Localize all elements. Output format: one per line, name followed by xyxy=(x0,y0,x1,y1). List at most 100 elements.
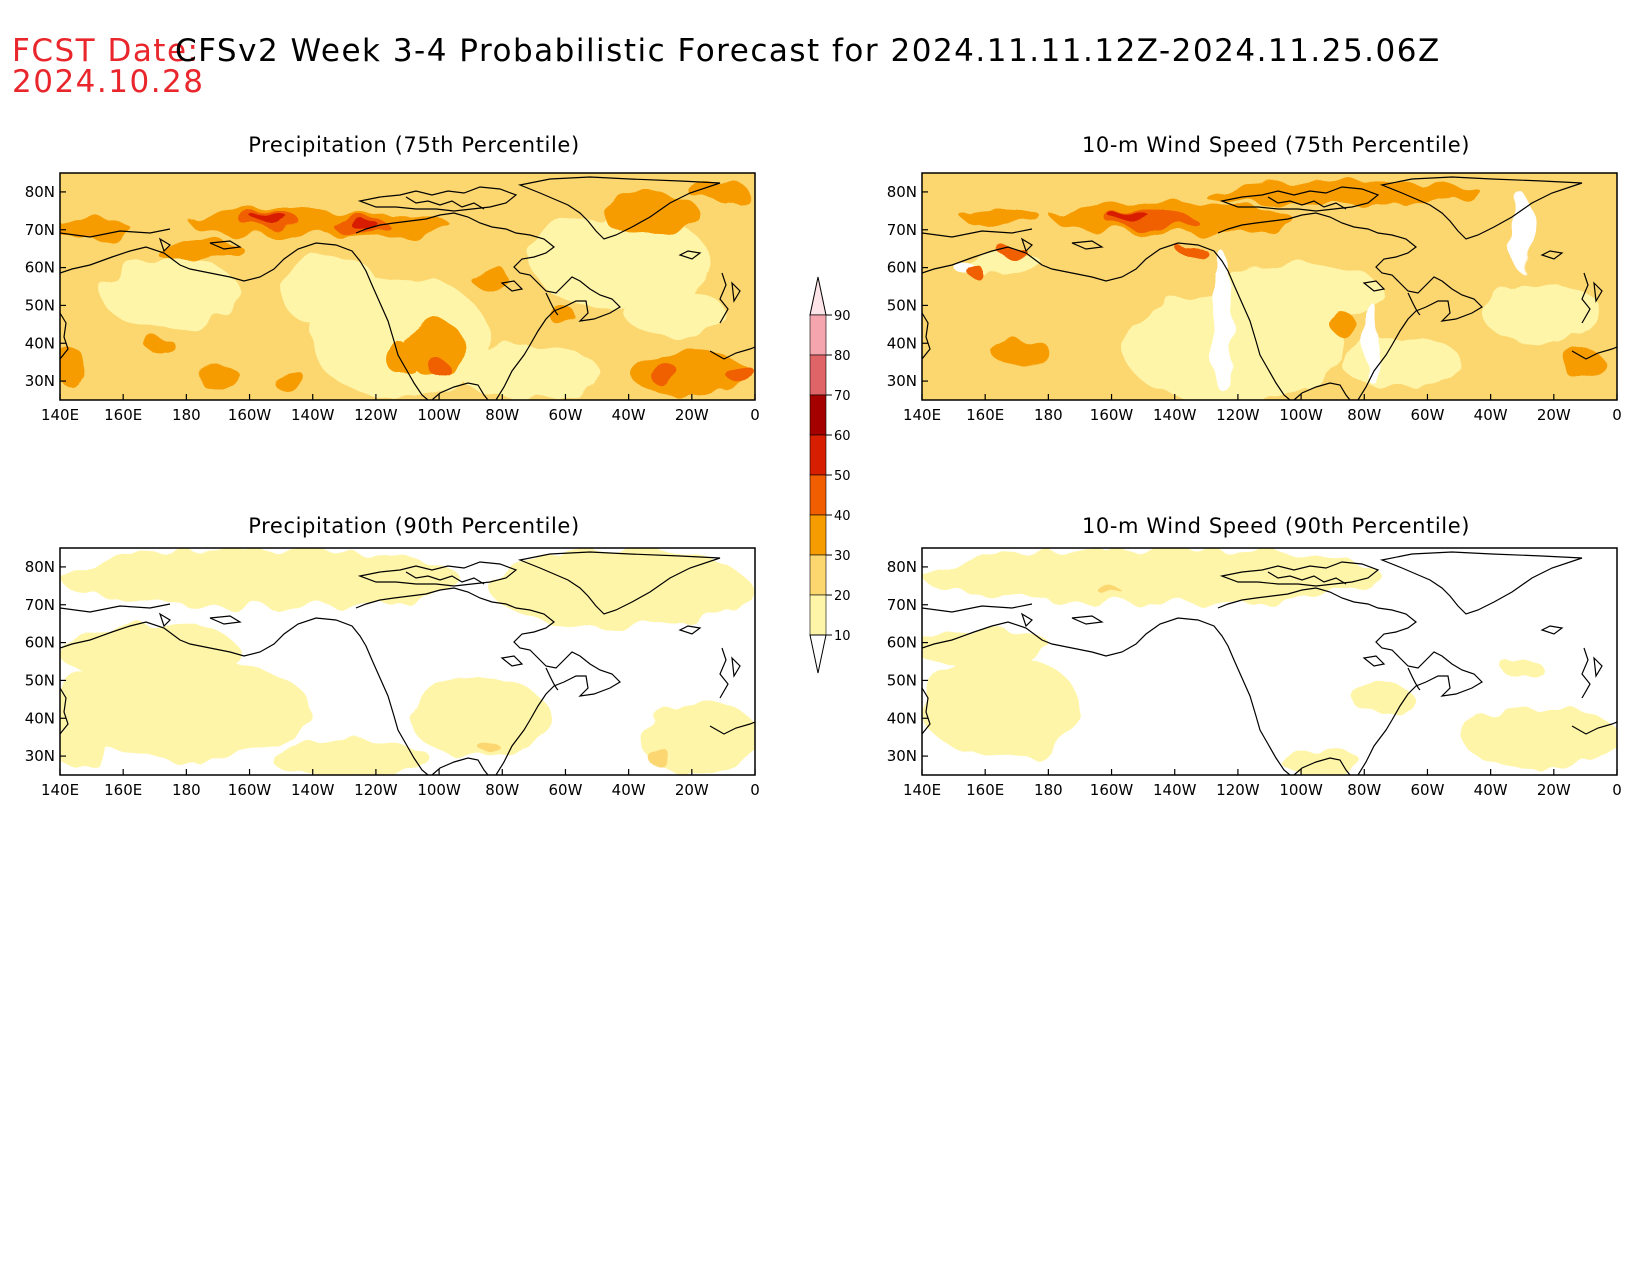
lon-tick-label: 140W xyxy=(291,406,335,424)
map-frame xyxy=(921,172,1618,401)
lon-tick-label: 20W xyxy=(1537,781,1571,799)
lon-tick-label: 100W xyxy=(417,781,461,799)
lat-tick-label: 40N xyxy=(25,334,55,352)
latitude-axis: 80N 70N 60N 50N 40N 30N xyxy=(887,183,928,390)
panel-wind-90: 10-m Wind Speed (90th Percentile) 80N 70N… xyxy=(887,514,1622,799)
colorbar-swatch xyxy=(809,594,827,636)
map-frame xyxy=(921,547,1618,776)
lon-tick-label: 120W xyxy=(1216,406,1260,424)
lat-tick-label: 50N xyxy=(887,671,917,689)
panel-precip-75: Precipitation (75th Percentile) 80N 70N 60… xyxy=(25,133,760,424)
lon-tick-label: 180 xyxy=(172,781,201,799)
lat-tick-label: 60N xyxy=(25,259,55,277)
lon-tick-label: 80W xyxy=(1347,781,1381,799)
lon-tick-label: 80W xyxy=(1347,406,1381,424)
lon-tick-label: 160W xyxy=(228,406,272,424)
panel-title: 10-m Wind Speed (90th Percentile) xyxy=(1082,514,1470,538)
colorbar-swatch xyxy=(809,474,827,516)
latitude-axis: 80N 70N 60N 50N 40N 30N xyxy=(25,558,66,765)
map-shading xyxy=(922,173,1617,400)
panel-wind-75: 10-m Wind Speed (75th Percentile) 80N 70N… xyxy=(887,133,1622,424)
lat-tick-label: 30N xyxy=(887,747,917,765)
lat-tick-label: 40N xyxy=(887,709,917,727)
lon-tick-label: 60W xyxy=(1410,406,1444,424)
lat-tick-label: 70N xyxy=(887,596,917,614)
panel-title: Precipitation (75th Percentile) xyxy=(248,133,579,157)
lon-tick-label: 20W xyxy=(1537,406,1571,424)
lat-tick-label: 30N xyxy=(25,372,55,390)
lon-tick-label: 160E xyxy=(104,781,142,799)
lon-tick-label: 140E xyxy=(41,781,79,799)
lat-tick-label: 50N xyxy=(25,296,55,314)
lon-tick-label: 120W xyxy=(1216,781,1260,799)
lat-tick-label: 60N xyxy=(887,634,917,652)
lon-tick-label: 20W xyxy=(675,781,709,799)
lon-tick-label: 100W xyxy=(1279,781,1323,799)
map-shading xyxy=(60,548,755,775)
latitude-axis: 80N 70N 60N 50N 40N 30N xyxy=(25,183,66,390)
colorbar-legend: 90 80 70 60 50 40 30 20 10 xyxy=(809,276,851,674)
lon-tick-label: 160E xyxy=(104,406,142,424)
lat-tick-label: 60N xyxy=(887,259,917,277)
lat-tick-label: 80N xyxy=(25,183,55,201)
colorbar-label: 40 xyxy=(834,509,851,524)
colorbar-swatch xyxy=(809,434,827,476)
map-frame xyxy=(59,547,756,776)
colorbar-label: 30 xyxy=(834,549,851,564)
colorbar-swatch xyxy=(809,514,827,556)
colorbar-label: 90 xyxy=(834,309,851,324)
forecast-date-label: FCST Date: xyxy=(12,33,199,69)
lon-tick-label: 160W xyxy=(228,781,272,799)
lon-tick-label: 0 xyxy=(750,406,760,424)
lat-tick-label: 80N xyxy=(25,558,55,576)
map-frame xyxy=(59,172,756,401)
colorbar-label: 10 xyxy=(834,629,851,644)
lon-tick-label: 160E xyxy=(966,781,1004,799)
lon-tick-label: 160E xyxy=(966,406,1004,424)
lon-tick-label: 40W xyxy=(612,406,646,424)
latitude-axis: 80N 70N 60N 50N 40N 30N xyxy=(887,558,928,765)
lon-tick-label: 60W xyxy=(1410,781,1444,799)
lat-tick-label: 80N xyxy=(887,183,917,201)
longitude-axis: 140E 160E 180 160W 140W 120W 100W 80W 60W 40W 20W 0 xyxy=(41,769,760,799)
lon-tick-label: 80W xyxy=(485,406,519,424)
lat-tick-label: 80N xyxy=(887,558,917,576)
lon-tick-label: 0 xyxy=(750,781,760,799)
colorbar-label: 20 xyxy=(834,589,851,604)
longitude-axis: 140E 160E 180 160W 140W 120W 100W 80W 60W 40W 20W 0 xyxy=(903,394,1622,424)
longitude-axis: 140E 160E 180 160W 140W 120W 100W 80W 60W 40W 20W 0 xyxy=(903,769,1622,799)
lat-tick-label: 70N xyxy=(887,221,917,239)
lon-tick-label: 60W xyxy=(548,406,582,424)
lon-tick-label: 140E xyxy=(903,406,941,424)
lat-tick-label: 50N xyxy=(887,296,917,314)
lon-tick-label: 20W xyxy=(675,406,709,424)
lon-tick-label: 80W xyxy=(485,781,519,799)
lon-tick-label: 140E xyxy=(903,781,941,799)
panel-title: Precipitation (90th Percentile) xyxy=(248,514,579,538)
lon-tick-label: 160W xyxy=(1090,781,1134,799)
lon-tick-label: 180 xyxy=(1034,406,1063,424)
lon-tick-label: 140E xyxy=(41,406,79,424)
lon-tick-label: 100W xyxy=(1279,406,1323,424)
colorbar-label: 60 xyxy=(834,429,851,444)
lat-tick-label: 60N xyxy=(25,634,55,652)
colorbar-swatch xyxy=(809,554,827,596)
map-shading xyxy=(922,548,1617,775)
lon-tick-label: 140W xyxy=(1153,406,1197,424)
lon-tick-label: 0 xyxy=(1612,781,1622,799)
lon-tick-label: 0 xyxy=(1612,406,1622,424)
lon-tick-label: 140W xyxy=(291,781,335,799)
colorbar-label: 70 xyxy=(834,389,851,404)
lat-tick-label: 40N xyxy=(25,709,55,727)
colorbar-label: 50 xyxy=(834,469,851,484)
lon-tick-label: 40W xyxy=(1474,406,1508,424)
map-shading xyxy=(60,173,755,400)
lon-tick-label: 40W xyxy=(1474,781,1508,799)
lat-tick-label: 50N xyxy=(25,671,55,689)
colorbar-extend-bottom xyxy=(809,634,827,674)
lon-tick-label: 60W xyxy=(548,781,582,799)
panel-title: 10-m Wind Speed (75th Percentile) xyxy=(1082,133,1470,157)
lon-tick-label: 140W xyxy=(1153,781,1197,799)
colorbar-swatch xyxy=(809,354,827,396)
